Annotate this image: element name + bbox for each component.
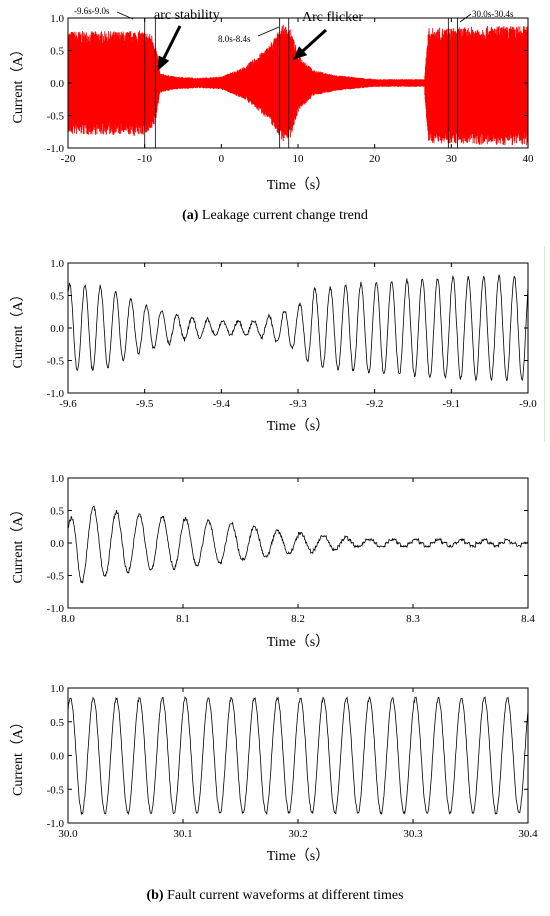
x-tick-label: 8.1 [176, 613, 190, 625]
plot-frame [67, 262, 529, 394]
window-label: 30.0s-30.4s [472, 9, 514, 19]
caption-b: (b) Fault current waveforms at different… [0, 888, 550, 904]
x-tick-label: 10 [293, 153, 305, 165]
caption-b-text: Fault current waveforms at different tim… [163, 888, 404, 903]
plot-frame [67, 477, 529, 609]
y-tick-label: -1.0 [47, 603, 65, 615]
x-tick-label: 30.0 [58, 828, 78, 840]
chart-b2: 8.0 8.1 8.2 8.3 8.4 1.0 0.5 0.0 -0.5 -1.0 Time（s） C… [10, 473, 535, 650]
annotation-arrowhead [157, 55, 170, 71]
x-axis-label: Time（s） [267, 418, 330, 434]
plot-area-b1 [68, 274, 528, 382]
y-tick-label: 0.0 [50, 751, 64, 763]
x-axis-label: Time（s） [267, 177, 330, 193]
plot-area-a [68, 24, 528, 146]
y-tick-label: -1.0 [47, 143, 65, 155]
caption-a-tag: (a) [182, 208, 199, 223]
x-axis-label: Time（s） [267, 634, 330, 650]
page-edge-line [544, 246, 545, 442]
x-tick-label: 30.1 [173, 828, 192, 840]
y-tick-label: 0.5 [50, 717, 64, 729]
window-pointer [459, 13, 472, 23]
x-axis-label: Time（s） [267, 848, 330, 864]
y-tick-label: -1.0 [47, 388, 65, 400]
series-fault-current [68, 505, 528, 584]
x-tick-label: 40 [523, 153, 535, 165]
y-tick-label: -0.5 [47, 784, 65, 796]
x-tick-label: 30.3 [403, 828, 423, 840]
y-axis-label: Current（A） [10, 288, 26, 369]
window-label: -9.6s-9.0s [74, 6, 110, 16]
annotation-arrowhead [292, 46, 308, 60]
x-tick-label: 20 [369, 153, 381, 165]
x-tick-label: -20 [61, 153, 76, 165]
y-axis-label: Current（A） [10, 715, 26, 796]
x-tick-label: 8.0 [61, 613, 75, 625]
x-tick-label: 0 [219, 153, 225, 165]
caption-a-text: Leakage current change trend [198, 208, 368, 223]
x-tick-label: 8.3 [406, 613, 420, 625]
annotation-label: arc stability [154, 8, 220, 23]
chart-a: -20 -10 0 10 20 30 40 1.0 0.5 0.0 -0.5 -1.0 Time（s） C… [10, 6, 534, 193]
caption-b-tag: (b) [146, 888, 164, 903]
y-tick-label: -1.0 [47, 818, 65, 830]
window-box [279, 17, 290, 149]
x-tick-label: -9.3 [289, 398, 307, 410]
x-tick-label: -9.4 [213, 398, 231, 410]
y-tick-label: 1.0 [50, 258, 64, 270]
x-tick-label: -9.1 [443, 398, 460, 410]
y-tick-label: 1.0 [50, 13, 64, 25]
x-tick-label: 8.2 [291, 613, 305, 625]
x-tick-label: 30 [446, 153, 458, 165]
window-label: 8.0s-8.4s [218, 34, 251, 44]
x-tick-label: 30.4 [518, 828, 538, 840]
y-tick-label: -0.5 [47, 111, 65, 123]
series-leakage-current [68, 24, 528, 146]
y-tick-label: 0.5 [50, 506, 64, 518]
y-tick-label: 0.5 [50, 291, 64, 303]
window-pointer [116, 11, 134, 20]
window-box [144, 17, 156, 149]
chart-b1: -9.6 -9.5 -9.4 -9.3 -9.2 -9.1 -9.0 1.0 0.5 0.0 -0.… [10, 258, 537, 434]
series-fault-current [68, 274, 528, 382]
x-tick-label: 8.4 [521, 613, 535, 625]
y-tick-label: 0.0 [50, 323, 64, 335]
y-axis-label: Current（A） [10, 503, 26, 584]
x-tick-label: -9.2 [366, 398, 383, 410]
y-tick-label: 0.5 [50, 46, 64, 58]
y-tick-label: 1.0 [50, 473, 64, 485]
window-box [447, 17, 458, 149]
caption-a: (a) Leakage current change trend [0, 208, 550, 224]
y-tick-label: 0.0 [50, 538, 64, 550]
plot-area-b3 [68, 696, 528, 816]
x-tick-label: 30.2 [288, 828, 307, 840]
y-tick-label: -0.5 [47, 356, 65, 368]
x-tick-label: -10 [137, 153, 152, 165]
x-tick-label: -9.5 [136, 398, 154, 410]
x-tick-label: -9.0 [519, 398, 537, 410]
x-tick-label: -9.6 [59, 398, 77, 410]
y-axis-label: Current（A） [10, 43, 26, 124]
plot-area-b2 [68, 505, 528, 584]
y-tick-label: 0.0 [50, 78, 64, 90]
y-tick-label: -0.5 [47, 571, 65, 583]
window-pointer [257, 26, 280, 37]
series-fault-current [68, 696, 528, 816]
chart-b3: 30.0 30.1 30.2 30.3 30.4 1.0 0.5 0.0 -0.5 -1.0 Tim… [10, 683, 538, 864]
annotation-label: Arc flicker [302, 10, 363, 25]
y-tick-label: 1.0 [50, 683, 64, 695]
